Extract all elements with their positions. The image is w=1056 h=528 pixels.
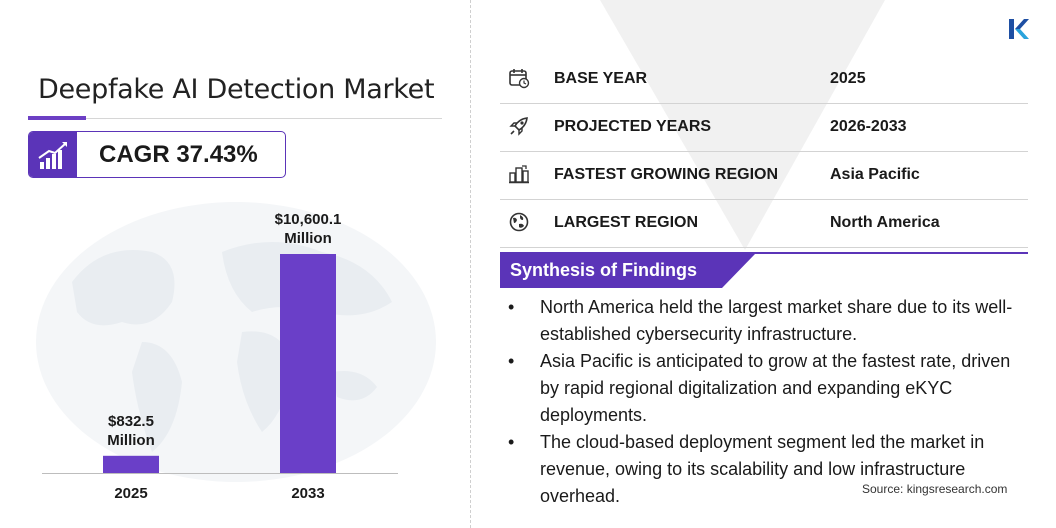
finding-text: Asia Pacific is anticipated to grow at t… — [540, 351, 1011, 425]
bullet-icon: • — [508, 351, 515, 371]
calendar-icon — [509, 69, 530, 89]
list-item: • The cloud-based deployment segment led … — [508, 429, 1018, 510]
city-icon — [509, 165, 529, 184]
bullet-icon: • — [508, 297, 515, 317]
growth-chart-icon — [29, 132, 77, 177]
info-label: LARGEST REGION — [554, 214, 699, 231]
rocket-icon — [509, 117, 528, 136]
cagr-value: CAGR 37.43% — [99, 141, 258, 168]
info-label: FASTEST GROWING REGION — [554, 166, 779, 183]
data-label: $10,600.1 Million — [275, 211, 342, 247]
bar — [103, 455, 159, 473]
page-title: Deepfake AI Detection Market — [38, 74, 435, 105]
synthesis-banner — [500, 254, 755, 288]
source-note: Source: kingsresearch.com — [862, 482, 1008, 496]
panel-divider — [470, 0, 471, 528]
info-label: BASE YEAR — [554, 70, 648, 87]
list-item: • North America held the largest market s… — [508, 294, 1018, 348]
bullet-icon: • — [508, 432, 515, 452]
globe-icon — [509, 212, 529, 232]
list-item: • Asia Pacific is anticipated to grow at … — [508, 348, 1018, 429]
info-row-largest-region: LARGEST REGION North America — [500, 200, 1028, 248]
synthesis-rule — [500, 252, 1028, 254]
info-row-base-year: BASE YEAR 2025 — [500, 56, 1028, 104]
market-bar-chart: $832.5 Million 2025 $10,600.1 Million 2033 — [42, 211, 398, 502]
info-value: 2026-2033 — [830, 118, 907, 135]
background-triangle — [600, 0, 885, 250]
bar — [280, 254, 336, 473]
finding-text: North America held the largest market sh… — [540, 297, 1013, 344]
kings-research-logo — [1009, 19, 1029, 39]
data-label: $832.5 Million — [107, 413, 155, 449]
info-value: 2025 — [830, 70, 866, 87]
cagr-badge: CAGR 37.43% — [28, 131, 286, 178]
info-value: North America — [830, 214, 940, 231]
findings-list: • North America held the largest market s… — [508, 294, 1018, 510]
info-row-projected-years: PROJECTED YEARS 2026-2033 — [500, 104, 1028, 152]
x-tick-label: 2025 — [114, 485, 147, 502]
synthesis-title: Synthesis of Findings — [510, 260, 698, 280]
info-row-fastest-region: FASTEST GROWING REGION Asia Pacific — [500, 152, 1028, 200]
title-accent-bar — [28, 116, 86, 120]
info-label: PROJECTED YEARS — [554, 118, 712, 135]
info-value: Asia Pacific — [830, 166, 920, 183]
finding-text: The cloud-based deployment segment led t… — [540, 432, 985, 506]
x-tick-label: 2033 — [291, 485, 324, 502]
title-underline — [28, 118, 442, 119]
